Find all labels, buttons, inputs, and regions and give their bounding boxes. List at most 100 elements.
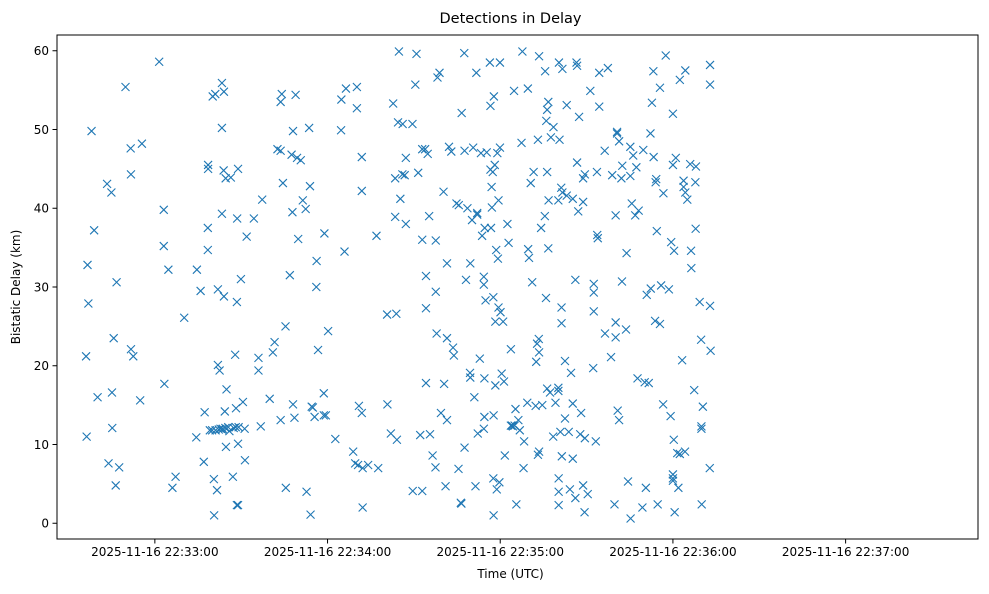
data-point [519,463,528,473]
data-point [417,486,427,496]
data-points [81,47,716,523]
data-point [515,425,525,435]
data-point [511,499,521,509]
data-point [489,92,499,101]
data-point [276,415,286,425]
data-point [564,427,574,437]
data-point [500,451,510,460]
data-point [481,295,490,305]
data-point [270,337,279,347]
data-point [583,489,593,499]
data-point [81,351,91,361]
data-point [655,83,665,93]
data-point [705,60,715,70]
data-point [621,325,631,334]
data-point [568,399,578,408]
data-point [468,143,478,153]
data-point [572,58,581,67]
data-point [431,462,440,472]
data-point [486,101,495,111]
data-point [336,125,346,135]
data-point [669,435,679,445]
data-point [491,245,501,255]
data-point [219,292,229,301]
data-point [533,450,543,460]
data-point [436,408,446,418]
data-point [614,415,624,425]
data-point [527,277,537,287]
data-point [517,138,526,148]
data-point [653,499,663,509]
data-point [471,68,481,78]
data-point [232,214,242,223]
data-point [232,297,242,307]
data-point [696,335,706,345]
data-point [107,423,117,433]
data-point [340,247,349,256]
data-point [534,347,544,357]
data-point [112,277,121,287]
data-point [301,204,311,214]
data-point [196,286,206,296]
data-point [249,214,259,223]
data-point [233,500,243,510]
data-point [393,118,403,127]
data-point [135,396,145,405]
data-point [357,152,367,162]
data-point [574,112,584,122]
data-point [265,394,275,404]
data-point [454,200,464,210]
data-point [490,381,500,390]
data-point [495,143,505,153]
data-point [200,407,210,417]
data-point [650,316,660,326]
data-point [523,244,533,254]
data-point [646,129,655,138]
data-point [695,297,705,307]
data-point [397,169,407,179]
data-point [230,350,240,360]
data-point [442,333,452,343]
data-point [499,377,509,386]
data-point [358,503,368,512]
data-point [199,457,209,467]
data-point [240,455,250,465]
data-point [623,477,633,486]
data-point [431,236,441,245]
data-point [611,318,621,327]
data-point [330,434,340,444]
data-point [628,151,638,160]
data-point [159,205,169,215]
data-point [531,357,541,367]
data-point [705,463,715,473]
data-point [631,162,641,172]
data-point [137,139,147,149]
data-point [104,459,113,468]
data-point [310,412,319,422]
data-point [448,343,458,353]
data-point [562,100,572,110]
y-axis-label: Bistatic Delay (km) [9,230,23,345]
data-point [219,166,229,175]
data-point [673,483,683,493]
data-point [391,309,401,319]
data-point [679,176,688,186]
data-point [415,430,425,440]
data-point [341,84,351,93]
data-point [568,194,578,204]
data-point [600,329,610,338]
data-point [240,424,250,434]
data-point [459,48,469,58]
data-point [219,87,229,97]
data-point [457,108,467,118]
data-point [203,223,213,233]
data-point [238,397,248,407]
data-point [290,413,299,423]
data-point [394,47,404,56]
data-point [412,49,421,59]
data-point [670,507,680,517]
data-point [444,142,454,152]
data-point [534,447,544,456]
data-point [612,129,622,138]
